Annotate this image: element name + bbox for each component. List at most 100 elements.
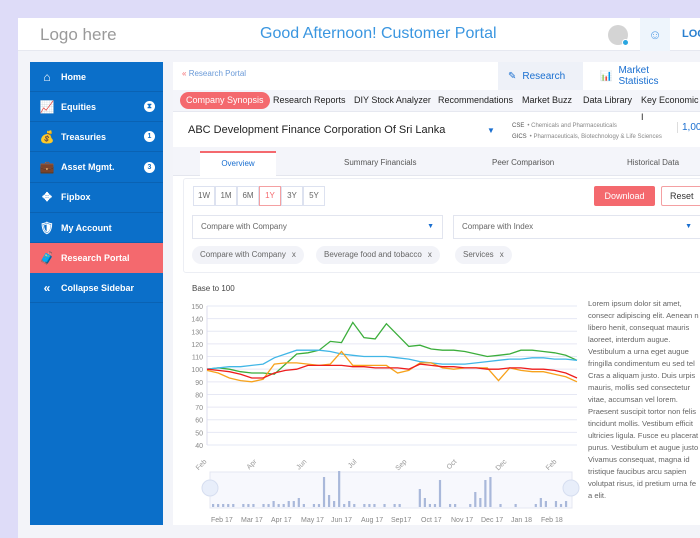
volume-bar [252, 504, 255, 507]
chevron-down-icon: ▼ [427, 223, 434, 230]
volume-bar [438, 480, 442, 507]
tab-research[interactable]: ✎ Research [498, 62, 583, 90]
reset-button[interactable]: Reset [661, 186, 700, 206]
volume-bar [297, 498, 300, 507]
sidebar-item-my-account[interactable]: 🛡 My Account [30, 213, 163, 243]
volume-bar [277, 504, 280, 507]
tab-overview[interactable]: Overview [200, 151, 276, 177]
sidebar-item-label: Research Portal [61, 252, 130, 263]
description-line: a elit. [588, 491, 607, 500]
series-line-2 [206, 349, 578, 370]
cse-classification: CSE • Chemicals and Pharmaceuticals [512, 123, 617, 129]
sidebar-item-research-portal[interactable]: 🧳 Research Portal [30, 243, 163, 274]
sidebar-icon: 🛡 [39, 220, 55, 235]
company-name[interactable]: ABC Development Finance Corporation Of S… [188, 124, 446, 136]
back-chevron-icon: « [182, 69, 187, 78]
navigator-label: Apr 17 [271, 517, 292, 524]
volume-bar [474, 492, 477, 507]
sidebar-item-home[interactable]: ⌂ Home [30, 62, 163, 92]
navigator-label: Feb 17 [211, 517, 233, 524]
sidebar-item-fipbox[interactable]: ✥ Fipbox [30, 183, 163, 213]
tab-summary-financials[interactable]: Summary Financials [344, 158, 417, 167]
navigator-handle-right[interactable] [562, 479, 580, 497]
sidebar-item-equities[interactable]: 📈 Equities ⧗ [30, 92, 163, 123]
subnav-data-library[interactable]: Data Library [583, 95, 633, 105]
description-line: libero henit, consequat mauris [588, 323, 690, 332]
filter-chip: Compare with Company x [192, 246, 304, 264]
x-tick-label: Apr [246, 458, 259, 471]
navigator-label: Mar 17 [241, 517, 263, 524]
range-button-1m[interactable]: 1M [215, 186, 237, 206]
sidebar-item-label: Fipbox [61, 192, 91, 203]
range-button-3y[interactable]: 3Y [281, 186, 303, 206]
sidebar-item-collapse-sidebar[interactable]: « Collapse Sidebar [30, 273, 163, 304]
subnav-research-reports[interactable]: Research Reports [273, 95, 346, 105]
chevron-down-icon: ▼ [685, 223, 692, 230]
chip-label: Services [463, 250, 494, 259]
sidebar-icon: 📈 [39, 99, 55, 114]
breadcrumb[interactable]: « Research Portal [182, 69, 246, 78]
compare-index-select[interactable]: Compare with Index ▼ [453, 215, 700, 239]
subnav-recommendations[interactable]: Recommendations [438, 95, 514, 105]
sidebar-item-asset-mgmt[interactable]: 💼 Asset Mgmt. 3 [30, 153, 163, 183]
avatar[interactable] [608, 25, 629, 46]
volume-bar [514, 504, 517, 507]
chart-title: Base to 100 [192, 284, 235, 293]
range-button-1w[interactable]: 1W [193, 186, 215, 206]
subnav-company-synopsis[interactable]: Company Synopsis [180, 92, 270, 109]
range-button-6m[interactable]: 6M [237, 186, 259, 206]
tab-peer-comparison[interactable]: Peer Comparison [492, 158, 555, 167]
description-line: tristique faucibus arcu sapien [588, 467, 687, 476]
y-tick-label: 90 [195, 380, 203, 387]
volume-bar [499, 504, 502, 507]
range-button-5y[interactable]: 5Y [303, 186, 325, 206]
remove-chip-button[interactable]: x [427, 250, 432, 259]
description-text: Lorem ipsum dolor sit amet, consecr adipi… [588, 298, 700, 502]
volume-bar [544, 501, 547, 507]
sidebar-item-treasuries[interactable]: 💰 Treasuries 1 [30, 122, 163, 153]
subnav-diy-stock-analyzer[interactable]: DIY Stock Analyzer [354, 95, 431, 105]
badge: ⧗ [144, 101, 155, 113]
bar-chart-icon: 📊 [600, 70, 613, 82]
x-tick-label: Feb [195, 458, 209, 472]
navigator [209, 471, 573, 509]
remove-chip-button[interactable]: x [291, 250, 296, 259]
tab-historical-data[interactable]: Historical Data [627, 158, 680, 167]
subnav-key-economic-i[interactable]: Key Economic I [641, 95, 699, 122]
y-tick-label: 150 [191, 304, 203, 311]
navigator-label: Dec 17 [481, 517, 503, 524]
description-line: ultricies ligula. Fusce eu placerat [588, 431, 699, 440]
price-chart: 150 140 130 120 110 100 90 80 70 60 50 40 Feb Apr Jun J… [191, 304, 580, 524]
volume-bar [433, 504, 437, 507]
logout-button[interactable]: LOG [682, 28, 700, 40]
navigator-handle-left[interactable] [201, 479, 219, 497]
sidebar-item-label: My Account [61, 222, 112, 233]
company-dropdown-icon[interactable]: ▼ [487, 126, 495, 135]
y-tick-label: 120 [191, 342, 203, 349]
volume-bar [484, 480, 487, 507]
compare-company-select[interactable]: Compare with Company ▼ [192, 215, 443, 239]
volume-bar [267, 504, 270, 507]
y-tick-label: 100 [191, 367, 203, 374]
sidebar-item-label: Equities [61, 101, 97, 112]
range-button-1y[interactable]: 1Y [259, 186, 281, 206]
tab-market-statistics[interactable]: 📊 Market Statistics [590, 62, 700, 90]
volume-bar [489, 477, 492, 507]
remove-chip-button[interactable]: x [499, 250, 504, 259]
chip-label: Beverage food and tobacco [324, 250, 422, 259]
gics-classification: GICS • Pharmaceuticals, Biotechnology & L… [512, 134, 662, 140]
volume-bar [469, 504, 472, 507]
navigator-label: Oct 17 [421, 517, 442, 524]
volume-bar [423, 498, 426, 507]
page-title: Good Afternoon! Customer Portal [260, 25, 497, 42]
subnav-market-buzz[interactable]: Market Buzz [522, 95, 573, 105]
download-button[interactable]: Download [594, 186, 655, 206]
research-icon: ✎ [508, 70, 517, 82]
volume-bar [393, 504, 396, 507]
y-tick-label: 110 [192, 355, 203, 362]
sidebar-item-label: Asset Mgmt. [61, 162, 115, 173]
description-line: consecr adipiscing elit. Aenean n [588, 311, 699, 320]
main-panel [173, 62, 700, 525]
x-tick-label: Jun [295, 458, 308, 471]
smile-icon[interactable]: ☺ [640, 18, 670, 51]
